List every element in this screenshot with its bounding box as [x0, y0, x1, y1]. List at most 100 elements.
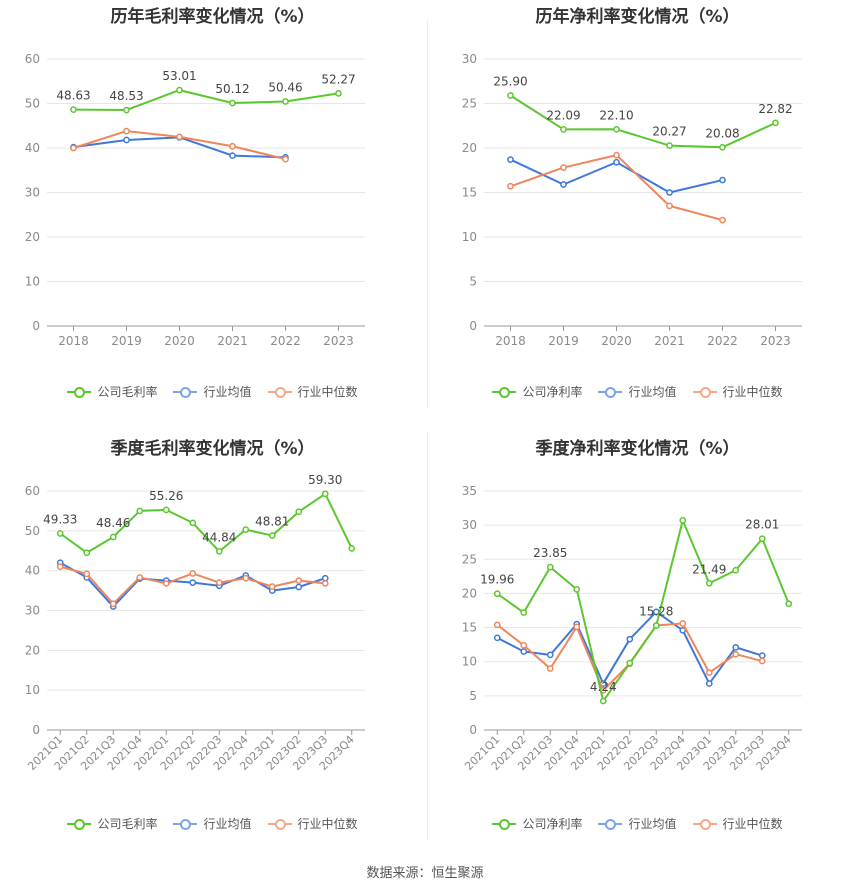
data-point-company [348, 545, 356, 552]
series-line-avg [496, 610, 763, 685]
legend-item-avg[interactable]: 行业均值 [598, 383, 677, 400]
data-point-company [679, 517, 687, 524]
data-point-median [666, 202, 673, 210]
legend-item-company[interactable]: 公司净利率 [492, 815, 582, 832]
legend-swatch [492, 818, 517, 830]
data-label: 53.01 [162, 69, 196, 83]
data-point-median [573, 623, 581, 631]
data-point-company [242, 526, 250, 533]
x-tick-label: 2020 [164, 334, 195, 348]
data-point-avg [520, 648, 528, 655]
legend-item-company[interactable]: 公司毛利率 [67, 815, 157, 832]
legend-item-avg[interactable]: 行业均值 [173, 383, 252, 400]
data-point-company [229, 99, 236, 107]
data-label: 50.12 [215, 82, 249, 96]
legend-item-company[interactable]: 公司毛利率 [67, 383, 157, 400]
data-label: 23.85 [533, 546, 567, 560]
data-point-company [599, 697, 607, 705]
y-tick-label: 20 [462, 586, 477, 600]
data-point-median [758, 657, 766, 665]
data-point-company [520, 609, 528, 616]
data-point-median [242, 574, 250, 582]
data-point-company [109, 533, 117, 541]
legend-item-median[interactable]: 行业中位数 [692, 815, 783, 832]
legend-swatch [173, 386, 198, 398]
data-label: 15.28 [639, 605, 673, 619]
data-point-company [282, 98, 289, 105]
x-tick-label: 2021 [217, 334, 248, 348]
legend-item-avg[interactable]: 行业均值 [173, 815, 252, 832]
data-label: 55.26 [149, 489, 183, 503]
data-label: 50.46 [268, 80, 302, 94]
data-point-company [83, 549, 91, 557]
data-point-median [321, 580, 329, 587]
chart-panel-annual-net: 历年净利率变化情况（%） 0 5 10 15 20 25 30 2018 2019 2020 202… [425, 0, 850, 430]
legend-label: 行业均值 [628, 817, 677, 831]
y-tick-label: 40 [25, 141, 40, 155]
legend-item-company[interactable]: 公司净利率 [492, 383, 582, 400]
data-label: 49.33 [43, 513, 77, 527]
data-point-median [295, 577, 303, 584]
data-point-company [136, 507, 144, 515]
data-point-median [189, 570, 197, 577]
data-point-company [189, 519, 197, 527]
y-tick-label: 60 [25, 484, 40, 498]
chart-svg: 01020304050602021Q12021Q22021Q32021Q4202… [25, 473, 365, 773]
chart-svg: 0 10 20 30 40 50 60 2018 2019 2020 2021 2022 2023 48.… [25, 52, 365, 348]
legend-label: 行业中位数 [722, 817, 783, 831]
data-point-company [56, 530, 64, 537]
x-tick-label: 2023 [760, 334, 791, 348]
chart-title: 历年毛利率变化情况（%） [110, 7, 315, 27]
data-point-median [215, 579, 223, 586]
legend-label: 行业均值 [203, 817, 252, 831]
legend-item-median[interactable]: 行业中位数 [267, 383, 358, 400]
data-label: 4.24 [590, 680, 617, 694]
y-tick-label: 15 [462, 621, 477, 635]
legend-label: 行业均值 [203, 385, 252, 399]
y-tick-label: 0 [469, 319, 477, 333]
data-point-company [268, 532, 276, 539]
legend-swatch [173, 818, 198, 830]
data-point-company [758, 535, 766, 543]
data-point-company [295, 508, 303, 516]
data-point-avg [666, 189, 673, 196]
data-point-avg [546, 651, 554, 659]
y-tick-label: 15 [462, 186, 477, 200]
divider [427, 20, 428, 408]
legend-swatch [67, 386, 92, 398]
chart-legend: 公司毛利率 行业均值 行业中位数 [0, 383, 425, 400]
data-point-median [162, 580, 170, 587]
divider [427, 432, 428, 840]
legend-item-median[interactable]: 行业中位数 [267, 815, 358, 832]
legend-swatch [67, 818, 92, 830]
data-point-median [70, 144, 77, 152]
series-line-company [509, 94, 776, 149]
chart-title: 季度净利率变化情况（%） [535, 439, 740, 459]
y-tick-label: 0 [32, 319, 40, 333]
y-tick-label: 60 [25, 52, 40, 66]
data-point-median [507, 182, 514, 190]
data-point-avg [123, 136, 130, 144]
legend-label: 公司净利率 [522, 385, 583, 399]
y-tick-label: 10 [462, 655, 477, 669]
data-point-company [652, 622, 660, 630]
data-point-company [772, 119, 779, 127]
chart-svg: 051015202530352021Q12021Q22021Q32021Q420… [462, 484, 802, 773]
series-line-company [73, 89, 339, 112]
chart-legend: 公司毛利率 行业均值 行业中位数 [0, 815, 425, 832]
data-point-avg [229, 152, 236, 159]
chart-panel-quarterly-net: 季度净利率变化情况（%） 0 5 10 15 20 25 30 35 2021Q1 2021Q2 2… [425, 432, 850, 862]
x-tick-label: 2023 [323, 334, 354, 348]
data-label: 22.10 [599, 108, 633, 122]
legend-label: 公司毛利率 [97, 817, 158, 831]
data-point-median [123, 127, 130, 135]
data-label: 19.96 [480, 573, 514, 587]
y-tick-label: 30 [462, 52, 477, 66]
legend-label: 行业均值 [628, 385, 677, 399]
data-point-avg [613, 158, 620, 166]
data-point-company [321, 490, 329, 498]
data-point-median [56, 563, 64, 571]
legend-item-avg[interactable]: 行业均值 [598, 815, 677, 832]
chart-panel-quarterly-gross: 季度毛利率变化情况（%） 0 10 20 30 40 50 60 2021Q1 2021Q2 20… [0, 432, 425, 862]
legend-item-median[interactable]: 行业中位数 [692, 383, 783, 400]
